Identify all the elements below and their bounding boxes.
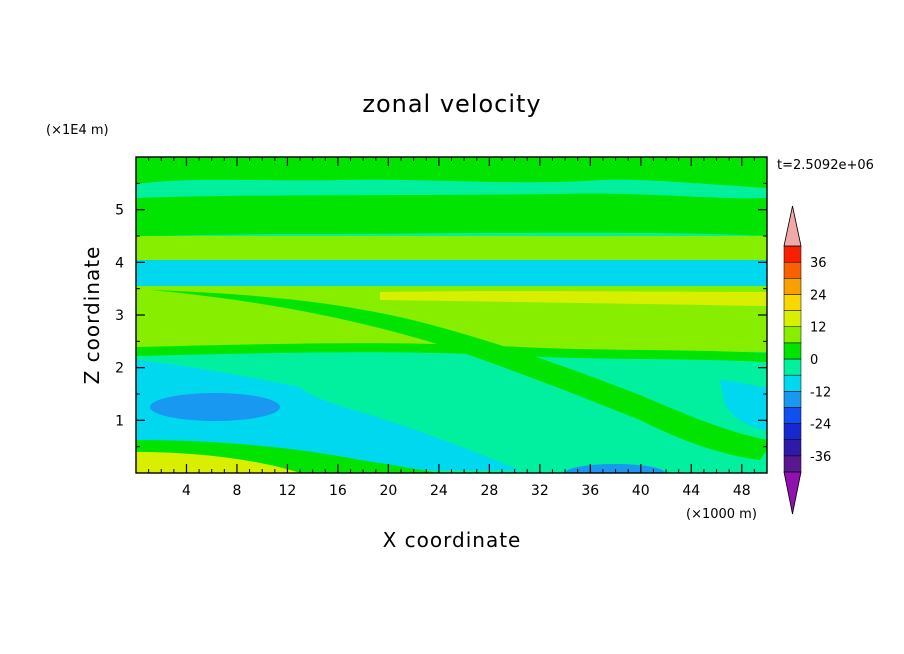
colorbar-swatch [783,245,802,263]
x-tick-label: 20 [379,483,397,499]
region-green-diagonal [150,290,767,460]
colorbar-swatch [783,439,802,457]
x-axis-label: X coordinate [383,528,522,552]
region-yellow-strip [380,291,767,306]
colorbar-swatch [783,391,802,408]
colorbar-swatch [783,326,802,344]
colorbar-tick-label: -24 [810,418,831,433]
colorbar-swatch [783,294,802,311]
colorbar-extend-max [783,205,802,247]
x-tick-label: 16 [329,483,347,499]
x-tick-label: 24 [430,483,448,499]
region-top-green-band [136,157,767,188]
y-tick-label: 2 [115,361,124,377]
x-tick-label: 28 [480,483,498,499]
colorbar-swatch [783,423,802,440]
colorbar-swatch [783,342,802,360]
colorbar-tick-label: 36 [810,256,827,271]
colorbar: 36 24 12 0 -12 -24 -36 [783,205,831,515]
y-axis-ticks: 1 2 3 4 5 [115,182,767,448]
x-tick-label: 36 [581,483,599,499]
y-tick-label: 5 [115,203,124,219]
colorbar-tick-label: 24 [810,288,827,303]
region-mid-green-band [136,193,767,236]
colorbar-tick-label: 12 [810,321,827,336]
colorbar-extend-min [783,471,802,515]
x-unit-label: (×1000 m) [686,507,757,522]
colorbar-swatch [783,261,802,279]
colorbar-tick-label: -12 [810,385,831,400]
time-label: t=2.5092e+06 [777,158,874,173]
x-tick-label: 8 [232,483,241,499]
x-tick-label: 4 [182,483,191,499]
y-tick-label: 1 [115,413,124,429]
region-green-strip-mid [136,343,767,362]
colorbar-swatch [783,455,802,473]
y-unit-label: (×1E4 m) [46,123,109,138]
y-axis-label: Z coordinate [80,246,104,385]
region-blue-core [150,393,280,421]
colorbar-swatch [783,407,802,424]
x-tick-label: 44 [682,483,700,499]
region-surface-yellow-band [136,452,300,473]
region-right-cyan [720,380,767,430]
region-cyan-jet-band [136,260,767,286]
colorbar-tick-label: 0 [810,353,818,368]
colorbar-swatch [783,310,802,327]
x-axis-ticks: 4 8 12 16 20 24 28 32 36 40 44 48 [148,157,755,499]
x-tick-label: 48 [733,483,751,499]
x-tick-label: 40 [632,483,650,499]
colorbar-swatch [783,278,802,295]
colorbar-swatch [783,358,802,376]
y-tick-label: 4 [115,255,124,271]
colorbar-tick-label: -36 [810,450,831,465]
x-tick-label: 32 [531,483,549,499]
region-lower-teal-mid [290,370,620,470]
contour-field [136,157,767,473]
chart-title: zonal velocity [362,90,541,118]
y-tick-label: 3 [115,308,124,324]
colorbar-swatch [783,374,802,392]
x-tick-label: 12 [279,483,297,499]
